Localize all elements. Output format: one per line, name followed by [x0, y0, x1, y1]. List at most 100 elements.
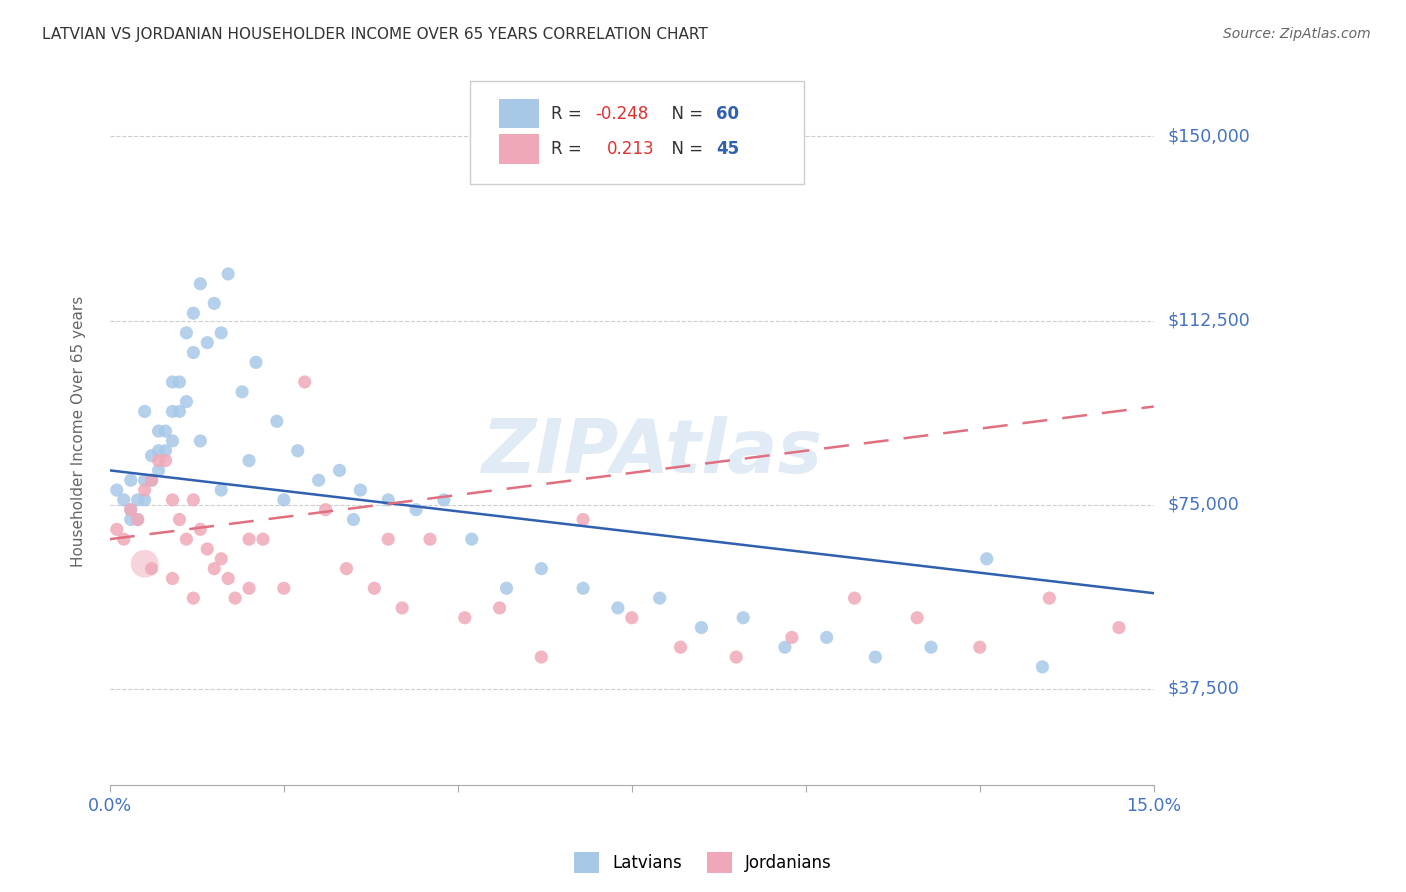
Point	[844, 591, 866, 606]
Point	[162, 571, 184, 585]
Point	[127, 492, 149, 507]
Point	[162, 404, 184, 418]
Point	[815, 631, 838, 645]
Point	[169, 512, 191, 526]
Point	[405, 502, 427, 516]
Text: 45: 45	[717, 140, 740, 158]
Point	[162, 375, 184, 389]
Point	[606, 601, 628, 615]
Point	[308, 473, 330, 487]
Point	[120, 502, 142, 516]
Point	[188, 434, 211, 448]
Point	[1031, 660, 1053, 674]
Point	[572, 512, 595, 526]
Point	[120, 502, 142, 516]
Point	[342, 512, 364, 526]
Point	[155, 424, 177, 438]
Point	[134, 483, 156, 497]
Bar	[499, 134, 538, 164]
Point	[188, 522, 211, 536]
Point	[148, 453, 170, 467]
Point	[148, 443, 170, 458]
Point	[183, 591, 205, 606]
Point	[141, 473, 163, 487]
Point	[112, 492, 135, 507]
Point	[419, 532, 441, 546]
Text: $112,500: $112,500	[1167, 311, 1250, 329]
Point	[328, 463, 350, 477]
Point	[454, 611, 477, 625]
Point	[141, 473, 163, 487]
Text: $37,500: $37,500	[1167, 680, 1240, 698]
Point	[209, 326, 232, 340]
Point	[620, 611, 643, 625]
Point	[176, 326, 198, 340]
Point	[202, 561, 225, 575]
Point	[865, 650, 887, 665]
Point	[287, 443, 309, 458]
Point	[120, 512, 142, 526]
Point	[183, 306, 205, 320]
Point	[162, 434, 184, 448]
Point	[905, 611, 928, 625]
Point	[669, 640, 692, 655]
Point	[217, 267, 239, 281]
Point	[976, 551, 998, 566]
Text: R =: R =	[551, 104, 588, 122]
Point	[134, 404, 156, 418]
Point	[363, 582, 385, 596]
Point	[105, 483, 128, 497]
Point	[349, 483, 371, 497]
Point	[733, 611, 755, 625]
Point	[572, 582, 595, 596]
Point	[725, 650, 748, 665]
Point	[155, 443, 177, 458]
Point	[461, 532, 484, 546]
Point	[127, 512, 149, 526]
Point	[266, 414, 288, 428]
Text: 0.213: 0.213	[607, 140, 654, 158]
Point	[209, 483, 232, 497]
FancyBboxPatch shape	[470, 81, 804, 184]
Point	[690, 621, 713, 635]
Point	[377, 532, 399, 546]
Point	[112, 532, 135, 546]
Point	[148, 424, 170, 438]
Point	[176, 532, 198, 546]
Point	[176, 394, 198, 409]
Point	[1038, 591, 1060, 606]
Point	[488, 601, 510, 615]
Point	[217, 571, 239, 585]
Point	[920, 640, 942, 655]
Text: -0.248: -0.248	[595, 104, 648, 122]
Point	[780, 631, 803, 645]
Point	[224, 591, 246, 606]
Legend: Latvians, Jordanians: Latvians, Jordanians	[567, 846, 839, 880]
Point	[238, 532, 260, 546]
Point	[294, 375, 316, 389]
Point	[134, 473, 156, 487]
Point	[183, 492, 205, 507]
Bar	[499, 99, 538, 128]
Point	[183, 345, 205, 359]
Point	[773, 640, 796, 655]
Point	[169, 375, 191, 389]
Text: $150,000: $150,000	[1167, 128, 1250, 145]
Point	[377, 492, 399, 507]
Point	[148, 463, 170, 477]
Point	[120, 473, 142, 487]
Point	[495, 582, 517, 596]
Point	[134, 557, 156, 571]
Point	[134, 492, 156, 507]
Point	[195, 541, 218, 556]
Text: Source: ZipAtlas.com: Source: ZipAtlas.com	[1223, 27, 1371, 41]
Point	[188, 277, 211, 291]
Point	[169, 404, 191, 418]
Text: LATVIAN VS JORDANIAN HOUSEHOLDER INCOME OVER 65 YEARS CORRELATION CHART: LATVIAN VS JORDANIAN HOUSEHOLDER INCOME …	[42, 27, 709, 42]
Point	[335, 561, 357, 575]
Y-axis label: Householder Income Over 65 years: Householder Income Over 65 years	[72, 295, 86, 566]
Point	[433, 492, 456, 507]
Point	[273, 492, 295, 507]
Point	[648, 591, 671, 606]
Point	[238, 582, 260, 596]
